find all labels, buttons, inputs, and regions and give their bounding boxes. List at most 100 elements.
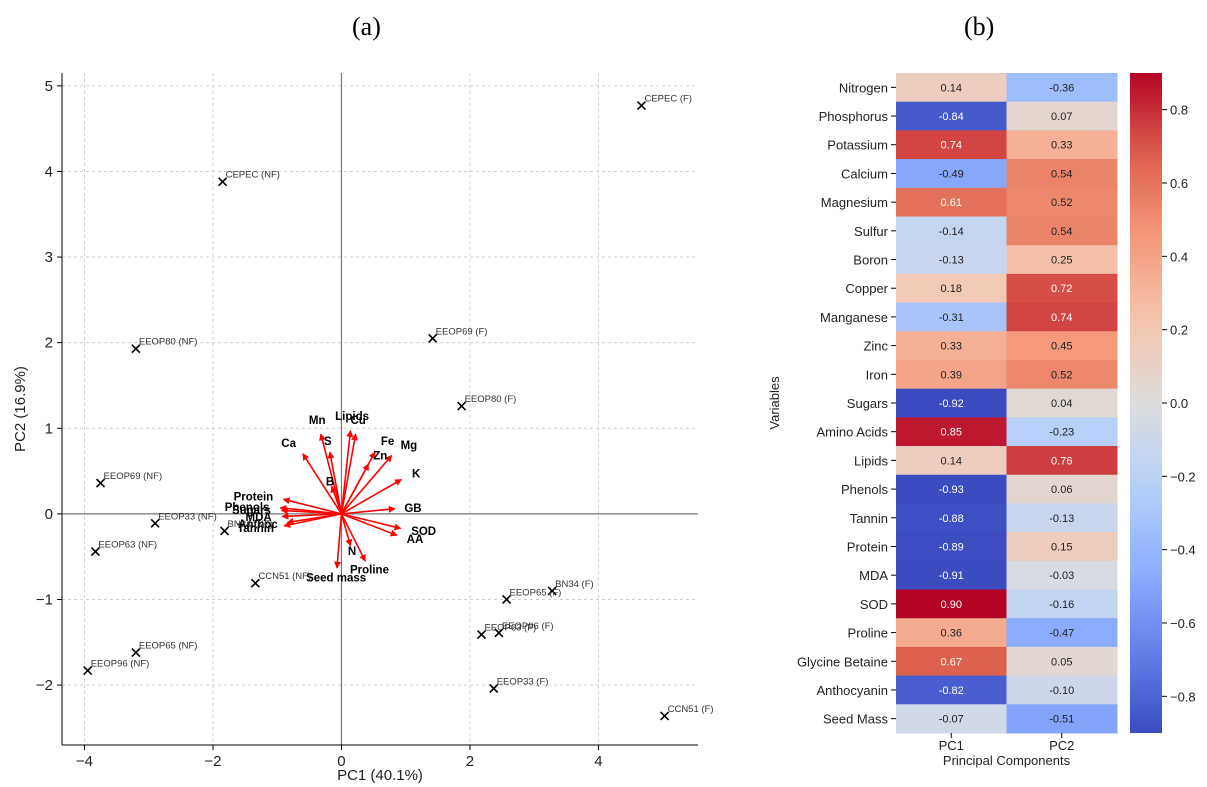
- loading-vector-label: K: [412, 468, 421, 480]
- sample-point-label: EEOP96 (F): [502, 621, 554, 632]
- loading-vector-label: Tannin: [237, 523, 274, 535]
- sample-point: [501, 594, 512, 605]
- sample-point-label: BN34 (NF): [228, 519, 273, 530]
- sample-point-label: EEOP69 (NF): [104, 471, 163, 482]
- sample-point: [90, 546, 100, 557]
- x-tick-label: 4: [594, 753, 602, 770]
- loading-vector-label: Mn: [309, 415, 326, 427]
- loading-vector-arrow: [302, 453, 343, 515]
- x-tick-label: 2: [466, 753, 474, 770]
- loading-vector-label: Phenols: [225, 502, 270, 514]
- loading-vector-label: Sugars: [232, 505, 271, 517]
- y-tick-label: 0: [45, 506, 53, 523]
- sample-point-label: EEOP65 (F): [510, 587, 562, 598]
- loading-vector-arrow: [340, 463, 370, 515]
- loading-vector-arrow: [333, 513, 343, 569]
- loading-vector-label: MDA: [246, 512, 272, 524]
- loading-vector-arrow: [341, 478, 403, 515]
- y-tick-label: 5: [45, 78, 53, 95]
- sample-point: [636, 100, 647, 111]
- x-tick-label: −4: [76, 753, 93, 770]
- y-tick-label: −1: [36, 591, 53, 608]
- loading-vector-label: Protein: [234, 492, 274, 504]
- sample-point: [95, 478, 106, 488]
- sample-point-label: CEPEC (F): [644, 94, 692, 105]
- sample-point: [83, 665, 93, 676]
- sample-point: [131, 647, 141, 658]
- loading-vector-label: Anthoc: [238, 519, 278, 531]
- sample-point-label: CEPEC (NF): [226, 170, 280, 181]
- sample-point: [250, 578, 260, 588]
- sample-point-label: CCN51 (NF): [258, 571, 311, 582]
- loading-vector-label: Ca: [281, 438, 296, 450]
- biplot-frame: [61, 73, 698, 746]
- loading-vector-arrow: [340, 429, 354, 514]
- y-tick-label: 4: [45, 163, 53, 180]
- loading-vector-arrow: [281, 512, 342, 520]
- x-tick-label: 0: [337, 753, 345, 770]
- loading-vector-label: Fe: [381, 436, 394, 448]
- loading-vector-label: N: [348, 546, 356, 558]
- sample-point: [660, 711, 670, 721]
- panel-label-b: (b): [964, 12, 995, 41]
- panel-label-a: (a): [352, 12, 381, 41]
- sample-point-label: EEOP96 (NF): [91, 659, 150, 670]
- loading-vector-arrow: [340, 513, 353, 547]
- loading-vector-arrow: [327, 451, 343, 515]
- sample-point-label: EEOP63 (NF): [98, 540, 157, 551]
- sample-point: [150, 518, 160, 528]
- biplot-points: CEPEC (F) CEPEC (NF) EEOP69 (F) EEOP80 (NF)…: [83, 94, 714, 721]
- loading-vector-label: B: [326, 477, 334, 489]
- y-tick-label: 1: [45, 420, 53, 437]
- sample-point-label: CCN51 (F): [668, 704, 714, 715]
- sample-point-label: EEOP63 (F): [485, 623, 537, 634]
- sample-point: [219, 526, 230, 536]
- loading-vector-arrow: [330, 485, 343, 515]
- y-axis-title: PC2 (16.9%): [12, 366, 29, 452]
- loading-vector-arrow: [282, 497, 342, 515]
- y-tick-label: 3: [45, 249, 53, 266]
- loading-vector-label: Lipids: [335, 411, 369, 423]
- loading-vector-label: Zn: [373, 450, 387, 462]
- loading-vector-arrow: [340, 513, 366, 562]
- sample-point-label: EEOP69 (F): [436, 326, 488, 337]
- loading-vector-arrow: [280, 507, 342, 515]
- sample-point: [476, 630, 487, 640]
- sample-point-label: BN34 (F): [555, 579, 594, 590]
- sample-point: [494, 628, 504, 638]
- sample-point: [131, 344, 141, 354]
- sample-point: [428, 333, 438, 343]
- sample-point-label: EEOP65 (NF): [139, 641, 198, 652]
- loading-vector-label: GB: [404, 503, 421, 515]
- y-tick-label: −2: [36, 677, 53, 694]
- sample-point: [489, 683, 499, 694]
- loading-vector-label: AA: [407, 534, 424, 546]
- biplot-ticks: −4 −2 0 2 4 −2 −1 0 1 2 3 4 5: [36, 78, 603, 770]
- sample-point-label: EEOP80 (NF): [139, 337, 198, 348]
- sample-point-label: EEOP33 (NF): [158, 511, 217, 522]
- sample-point: [547, 586, 557, 596]
- loading-vector-label: S: [324, 436, 332, 448]
- loading-vector-label: SOD: [411, 526, 436, 538]
- loading-vector-arrow: [283, 513, 342, 529]
- biplot-zero-lines: [62, 73, 698, 745]
- loading-vector-label: Seed mass: [306, 573, 366, 585]
- sample-point: [457, 401, 467, 411]
- sample-point-label: EEOP33 (F): [497, 677, 549, 688]
- y-tick-label: 2: [45, 335, 53, 352]
- loading-vector-arrow: [341, 513, 398, 537]
- sample-point: [218, 177, 228, 187]
- sample-point-label: EEOP80 (F): [465, 394, 517, 405]
- loading-vector-arrow: [319, 433, 343, 515]
- loading-vector-label: Mg: [401, 440, 418, 452]
- x-axis-title: PC1 (40.1%): [337, 767, 423, 784]
- x-tick-label: −2: [204, 753, 221, 770]
- loading-vector-arrow: [340, 433, 358, 515]
- loading-vector-label: Proline: [350, 564, 389, 576]
- loading-vector-label: Cu: [350, 415, 365, 427]
- loading-vector-arrow: [340, 454, 393, 515]
- loading-vector-arrow: [341, 505, 396, 515]
- loading-vector-arrow: [341, 513, 402, 531]
